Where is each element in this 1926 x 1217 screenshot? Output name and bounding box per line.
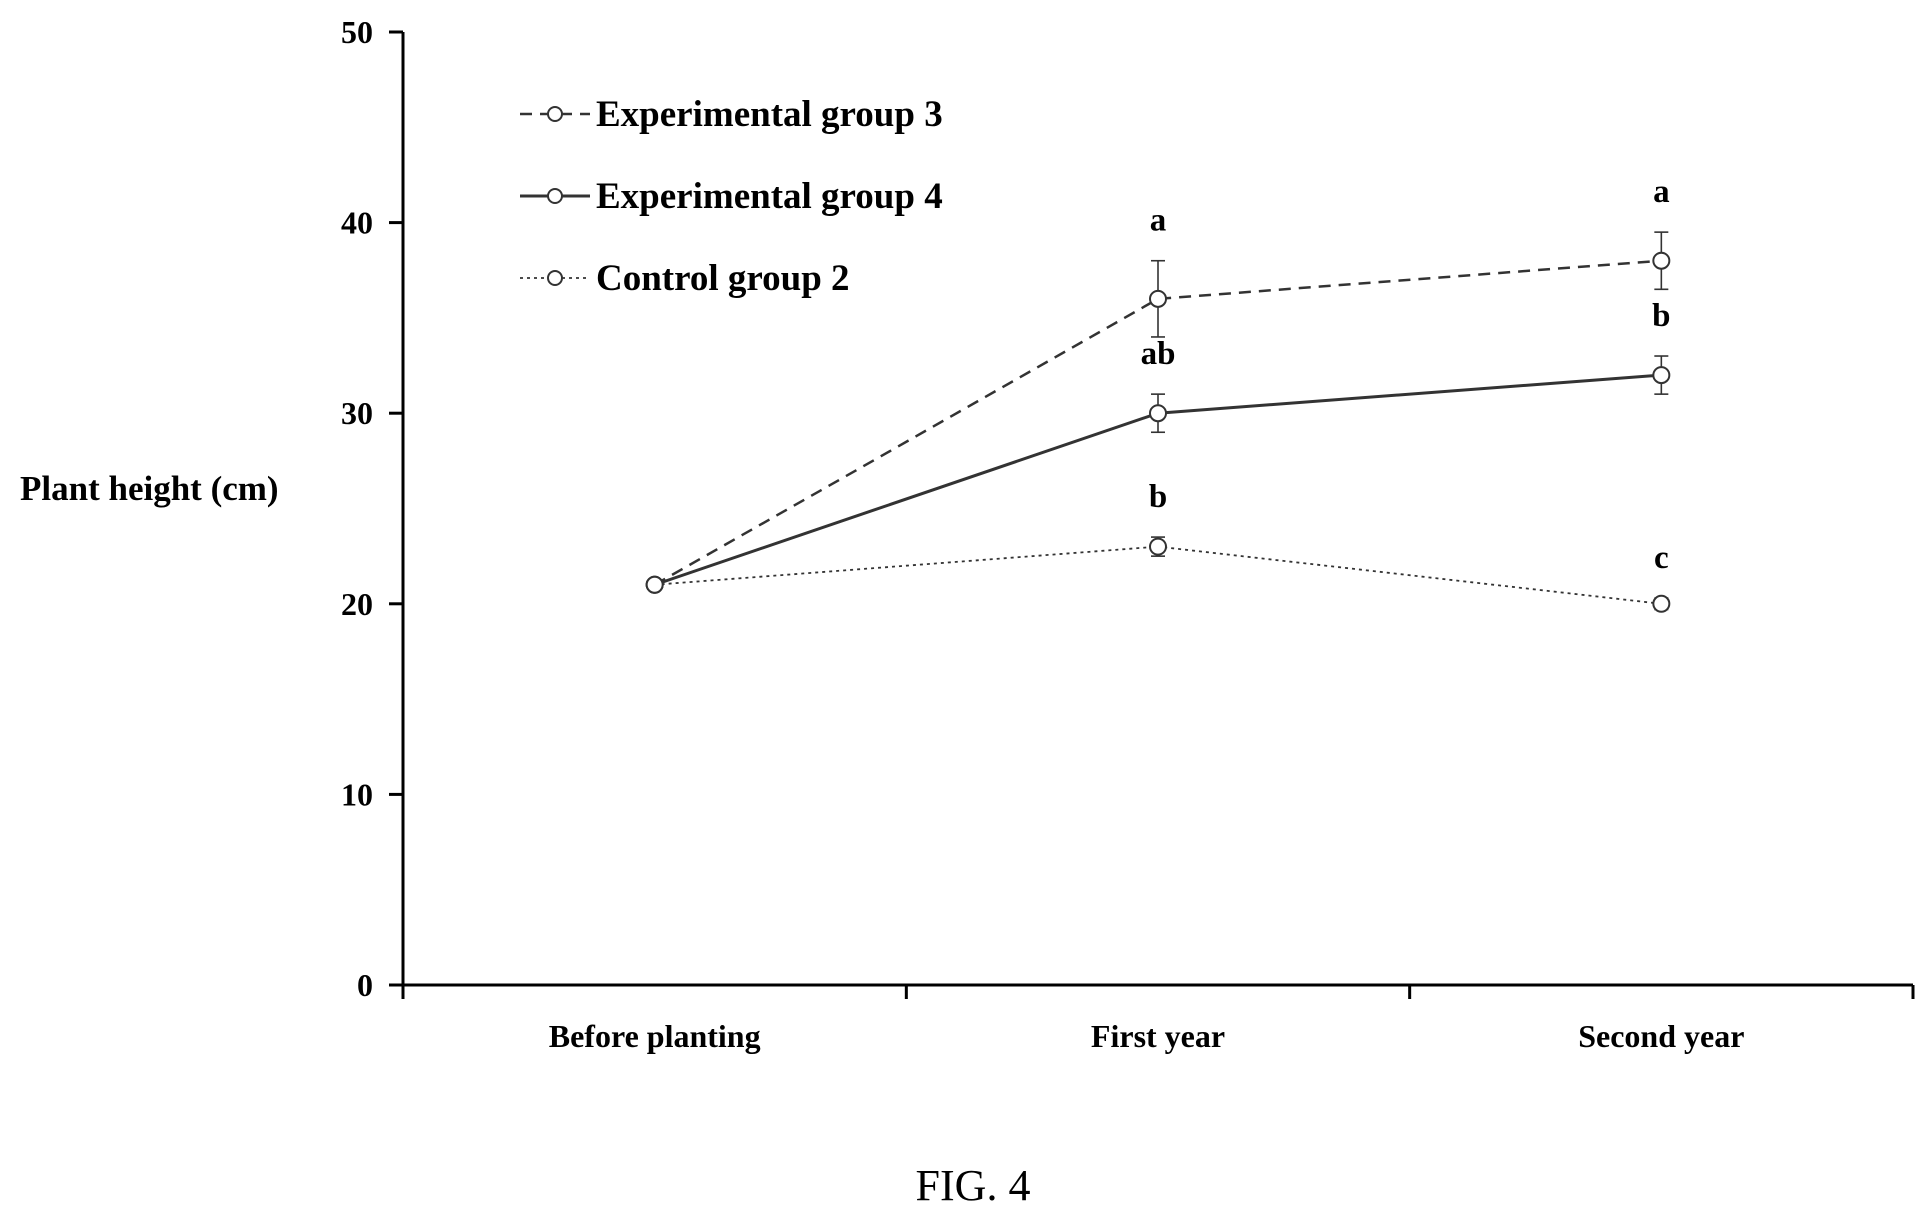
- y-tick-label: 0: [357, 967, 373, 1003]
- data-point: [1149, 537, 1167, 556]
- legend-label: Experimental group 4: [596, 176, 943, 217]
- axes: [401, 32, 1913, 987]
- data-point: [1652, 251, 1671, 270]
- y-tick-label: 50: [341, 14, 373, 50]
- data-point: [645, 575, 664, 594]
- significance-label: b: [1149, 479, 1167, 515]
- y-tick-label: 40: [341, 205, 373, 241]
- y-axis-title: Plant height (cm): [20, 469, 279, 508]
- x-axis-ticks: Before planting First year Second year: [401, 985, 1915, 1054]
- significance-label: c: [1654, 540, 1669, 576]
- legend-marker: [547, 106, 563, 122]
- data-point: [1149, 289, 1167, 308]
- data-point: [1652, 594, 1671, 613]
- significance-label: a: [1150, 203, 1167, 239]
- significance-label: b: [1652, 298, 1670, 334]
- x-tick-label: Before planting: [549, 1018, 761, 1054]
- y-tick-label: 10: [341, 776, 373, 812]
- y-tick-label: 20: [341, 586, 373, 622]
- figure-caption: FIG. 4: [916, 1161, 1031, 1210]
- series-1: aa: [645, 174, 1671, 594]
- data-point: [1149, 404, 1167, 423]
- significance-label: a: [1653, 174, 1670, 210]
- x-tick-label: Second year: [1578, 1018, 1744, 1054]
- data-point: [1652, 366, 1671, 385]
- legend-item: Experimental group 3: [520, 94, 943, 135]
- legend-label: Control group 2: [596, 258, 850, 299]
- y-axis-ticks: 0 10 20 30 40 50: [341, 14, 403, 1003]
- significance-label: ab: [1141, 336, 1176, 372]
- legend-marker: [547, 188, 563, 204]
- legend-label: Experimental group 3: [596, 94, 943, 135]
- y-tick-label: 30: [341, 395, 373, 431]
- legend-marker: [547, 270, 563, 286]
- legend-item: Experimental group 4: [520, 176, 943, 217]
- series-3: bc: [645, 479, 1671, 613]
- x-tick-label: First year: [1091, 1018, 1225, 1054]
- legend-item: Control group 2: [520, 258, 850, 299]
- legend: Experimental group 3 Experimental group 4…: [520, 94, 943, 299]
